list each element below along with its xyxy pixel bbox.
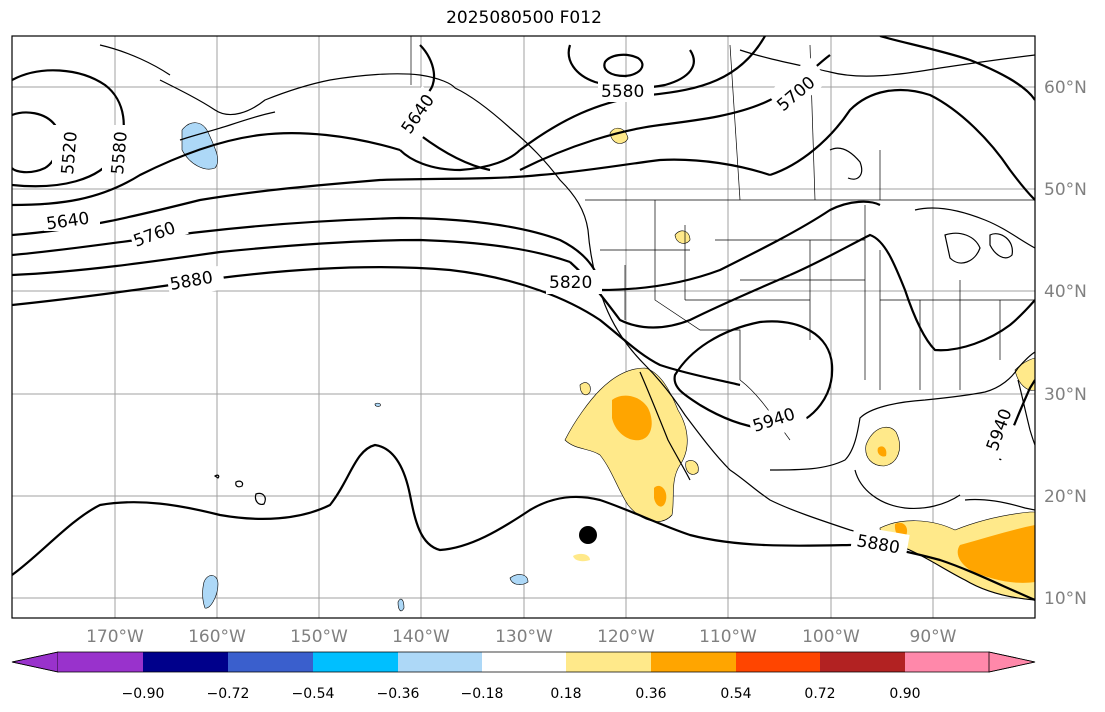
colorbar-swatch: [313, 652, 398, 672]
colorbar-tick: −0.72: [207, 686, 250, 702]
lat-label: 30°N: [1044, 385, 1087, 405]
colorbar-swatch: [228, 652, 313, 672]
lon-label: 130°W: [495, 627, 553, 647]
colorbar-tick: 0.54: [720, 686, 751, 702]
colorbar-tick: −0.36: [377, 686, 420, 702]
longitude-labels: 170°W 160°W 150°W 140°W 130°W 120°W 110°…: [86, 627, 957, 647]
colorbar-extend-high: [988, 651, 1036, 673]
colorbar: [11, 651, 1036, 673]
latitude-labels: 60°N 50°N 40°N 30°N 20°N 10°N: [1044, 78, 1087, 609]
lon-label: 110°W: [699, 627, 757, 647]
colorbar-swatch: [566, 652, 651, 672]
colorbar-tick: 0.18: [550, 686, 581, 702]
lat-label: 60°N: [1044, 78, 1087, 98]
lon-label: 150°W: [290, 627, 348, 647]
lon-label: 100°W: [802, 627, 860, 647]
contour-label: 5520: [58, 131, 82, 176]
colorbar-swatch: [143, 652, 228, 672]
colorbar-ticks: −0.90 −0.72 −0.54 −0.36 −0.18 0.18 0.36 …: [122, 686, 921, 702]
storm-center-dot: [579, 526, 597, 544]
colorbar-tick: 0.72: [804, 686, 835, 702]
map-frame: [11, 35, 1036, 619]
contour-label: 5580: [108, 131, 132, 176]
lon-label: 140°W: [392, 627, 450, 647]
colorbar-extend-low: [11, 651, 59, 673]
colorbar-tick: 0.90: [889, 686, 920, 702]
colorbar-tick: 0.36: [635, 686, 666, 702]
colorbar-swatch: [736, 652, 820, 672]
colorbar-swatch: [398, 652, 482, 672]
colorbar-swatch: [482, 652, 566, 672]
lon-label: 160°W: [188, 627, 246, 647]
map-title: 2025080500 F012: [446, 8, 602, 28]
lat-label: 10°N: [1044, 589, 1087, 609]
contour-label: 5580: [601, 82, 644, 102]
colorbar-tick: −0.90: [122, 686, 165, 702]
colorbar-swatch: [820, 652, 905, 672]
lat-label: 40°N: [1044, 282, 1087, 302]
lon-label: 170°W: [86, 627, 144, 647]
colorbar-swatch: [905, 652, 989, 672]
colorbar-tick: −0.18: [461, 686, 504, 702]
colorbar-swatch: [58, 652, 143, 672]
colorbar-tick: −0.54: [292, 686, 335, 702]
colorbar-swatch: [651, 652, 736, 672]
contour-label: 5820: [549, 273, 592, 293]
contour-labels: 5520 5580 5640 5580 5700 5640 5760 5880 …: [44, 57, 1018, 559]
lon-label: 90°W: [910, 627, 957, 647]
lon-label: 120°W: [597, 627, 655, 647]
lat-label: 20°N: [1044, 487, 1087, 507]
lat-label: 50°N: [1044, 180, 1087, 200]
